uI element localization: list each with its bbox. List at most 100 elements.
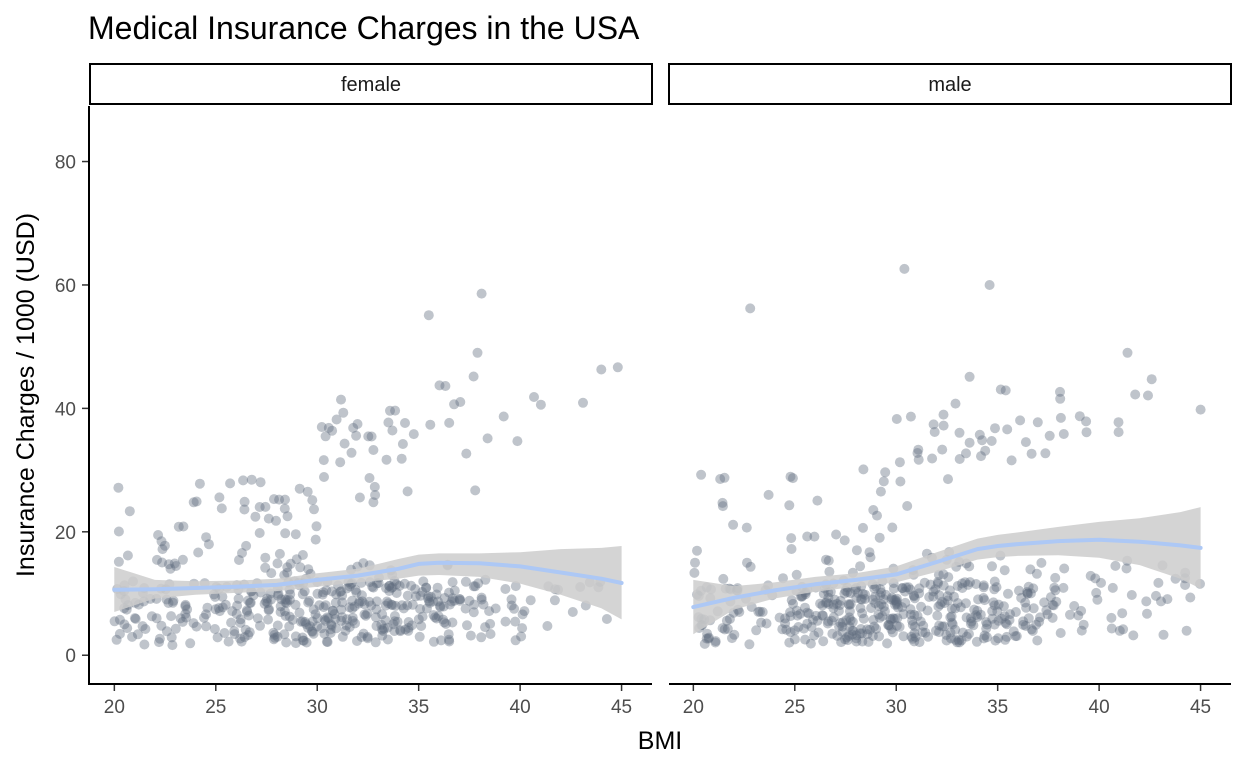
- scatter-point: [923, 631, 933, 642]
- scatter-point: [823, 599, 834, 609]
- scatter-point: [173, 521, 184, 532]
- scatter-point: [823, 616, 834, 627]
- scatter-point: [344, 602, 355, 613]
- scatter-point: [890, 599, 901, 610]
- scatter-point: [282, 567, 293, 578]
- scatter-point: [1059, 563, 1070, 574]
- scatter-point: [979, 630, 990, 641]
- scatter-point: [914, 588, 925, 599]
- scatter-point: [978, 633, 989, 644]
- scatter-point: [909, 609, 920, 620]
- scatter-point: [1032, 417, 1043, 428]
- scatter-point: [298, 635, 308, 646]
- scatter-point: [998, 601, 1009, 612]
- scatter-point: [347, 595, 358, 606]
- scatter-point: [254, 502, 265, 512]
- scatter-point: [347, 612, 358, 623]
- scatter-point: [847, 629, 858, 640]
- scatter-point: [1028, 603, 1039, 614]
- scatter-point: [791, 569, 802, 580]
- scatter-point: [421, 582, 432, 593]
- scatter-point: [460, 603, 471, 614]
- scatter-point: [111, 634, 122, 645]
- scatter-point: [978, 582, 989, 593]
- scatter-point: [920, 627, 931, 638]
- scatter-point: [266, 568, 277, 579]
- scatter-point: [346, 447, 357, 458]
- scatter-point: [274, 494, 285, 505]
- scatter-point: [1016, 592, 1027, 603]
- scatter-point: [1027, 625, 1038, 636]
- scatter-point: [317, 589, 328, 600]
- scatter-point: [279, 606, 290, 617]
- scatter-point: [836, 637, 847, 648]
- scatter-point: [444, 417, 455, 428]
- scatter-point: [390, 405, 401, 416]
- scatter-point: [978, 593, 989, 603]
- scatter-point: [193, 547, 204, 558]
- scatter-point: [868, 614, 879, 625]
- scatter-point: [364, 596, 375, 607]
- scatter-point: [1158, 629, 1169, 640]
- scatter-point: [428, 596, 439, 607]
- scatter-point: [1035, 612, 1046, 623]
- x-tick-label: 40: [510, 697, 531, 718]
- scatter-point: [786, 544, 797, 554]
- x-axis-title: BMI: [638, 727, 682, 755]
- scatter-point: [259, 598, 270, 609]
- scatter-point: [354, 596, 365, 607]
- scatter-point: [369, 481, 380, 492]
- scatter-point: [1010, 607, 1021, 617]
- scatter-point: [132, 629, 143, 640]
- scatter-point: [898, 609, 909, 620]
- scatter-point: [817, 600, 828, 611]
- scatter-point: [1076, 605, 1087, 616]
- scatter-point: [1050, 572, 1061, 583]
- x-axis-male: 20 25 30 35 40 45: [669, 683, 1231, 718]
- scatter-point: [185, 638, 196, 649]
- scatter-point: [883, 620, 894, 630]
- scatter-point: [394, 580, 405, 591]
- scatter-point: [340, 625, 351, 636]
- scatter-point: [449, 595, 460, 606]
- scatter-point: [1002, 424, 1013, 435]
- scatter-point: [837, 617, 848, 628]
- scatter-point: [356, 632, 367, 642]
- scatter-point: [201, 609, 211, 620]
- scatter-point: [336, 394, 346, 405]
- scatter-point: [263, 513, 274, 524]
- scatter-point: [843, 599, 854, 610]
- scatter-point: [761, 618, 772, 629]
- scatter-point: [510, 635, 521, 646]
- scatter-point: [358, 628, 369, 639]
- scatter-point: [338, 407, 349, 418]
- scatter-point: [122, 623, 133, 634]
- scatter-point: [942, 591, 953, 602]
- scatter-point: [729, 629, 740, 640]
- scatter-point: [845, 588, 856, 599]
- scatter-point: [1031, 568, 1042, 579]
- scatter-point: [285, 558, 296, 569]
- scatter-point: [1121, 563, 1132, 574]
- scatter-point: [406, 580, 417, 591]
- scatter-point: [444, 587, 454, 598]
- scatter-point: [993, 599, 1004, 610]
- scatter-point: [188, 618, 199, 629]
- scatter-point: [891, 596, 902, 607]
- scatter-point: [909, 593, 920, 604]
- scatter-point: [862, 629, 873, 640]
- scatter-point: [834, 600, 845, 611]
- scatter-point: [905, 411, 916, 422]
- scatter-point: [169, 558, 180, 569]
- y-axis-title: Insurance Charges / 1000 (USD): [12, 213, 40, 577]
- scatter-point: [931, 625, 941, 636]
- scatter-point: [415, 590, 426, 601]
- x-tick-label: 40: [1089, 697, 1110, 718]
- scatter-point: [395, 626, 406, 637]
- scatter-point: [887, 627, 898, 638]
- scatter-point: [938, 580, 949, 591]
- scatter-point: [1028, 583, 1039, 594]
- scatter-point: [1162, 594, 1173, 605]
- scatter-point: [877, 611, 888, 622]
- scatter-point: [421, 582, 432, 593]
